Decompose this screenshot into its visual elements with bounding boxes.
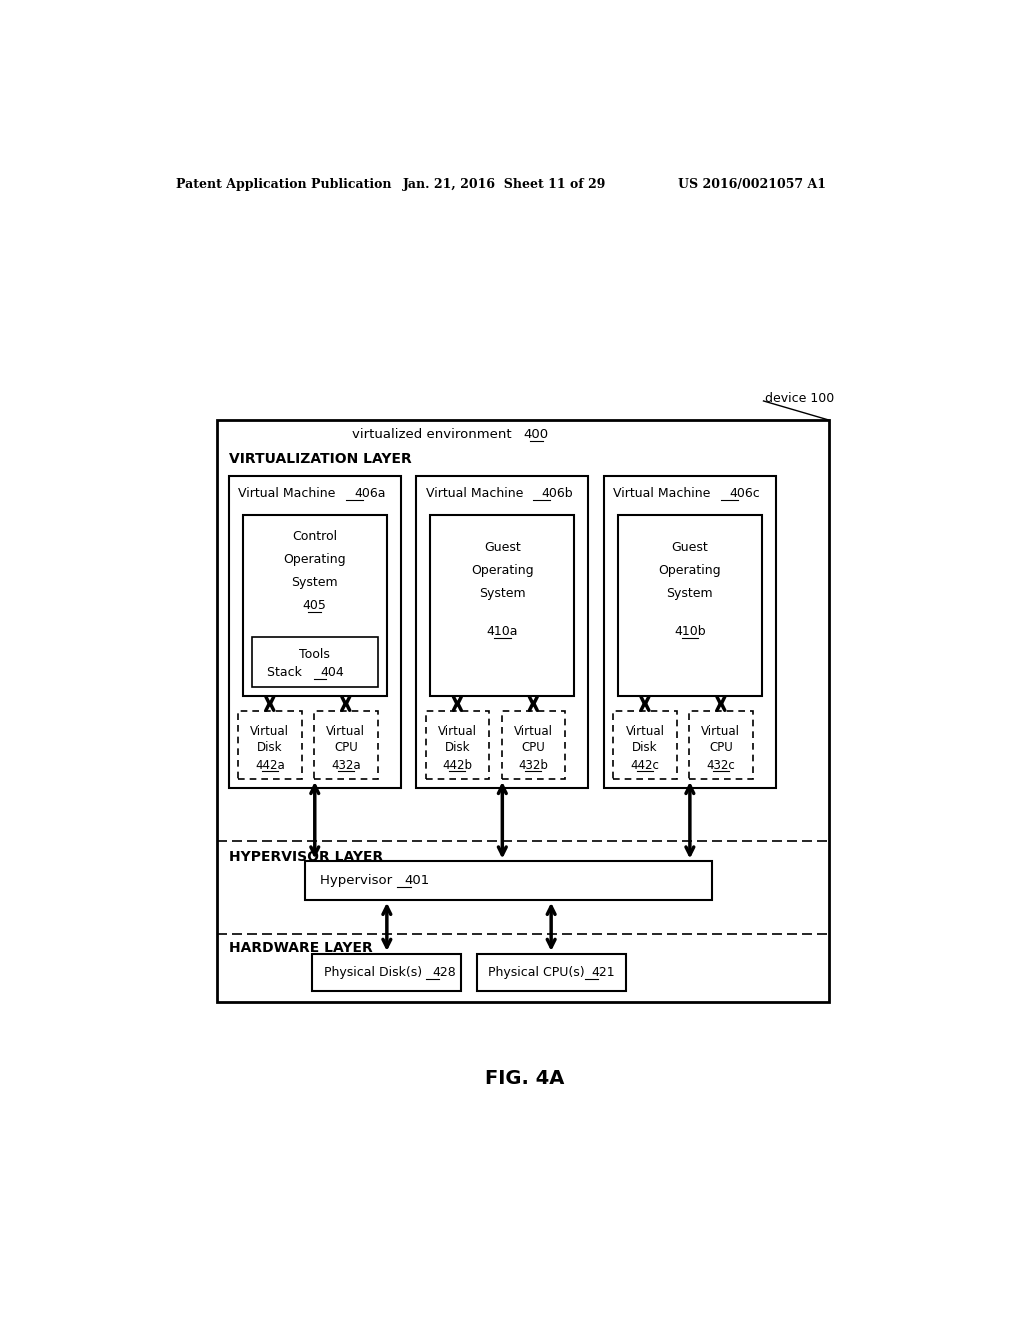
Text: Virtual Machine: Virtual Machine (426, 487, 527, 500)
Bar (252, 638, 378, 686)
Text: 442a: 442a (255, 759, 285, 772)
Text: System: System (667, 587, 713, 601)
Bar (613, 711, 677, 779)
Text: Virtual: Virtual (438, 725, 477, 738)
Bar (312, 954, 461, 991)
Text: 410a: 410a (486, 626, 518, 639)
Text: Patent Application Publication: Patent Application Publication (176, 178, 391, 190)
Bar (305, 862, 712, 900)
Text: HYPERVISOR LAYER: HYPERVISOR LAYER (228, 850, 383, 863)
Text: 406a: 406a (354, 487, 386, 500)
Bar (617, 515, 762, 696)
Bar (228, 477, 400, 788)
Text: Disk: Disk (632, 741, 657, 754)
Text: 405: 405 (303, 599, 327, 612)
Text: Stack: Stack (266, 667, 305, 680)
Text: Virtual: Virtual (327, 725, 366, 738)
Text: Virtual: Virtual (250, 725, 290, 738)
Text: System: System (292, 576, 338, 589)
Text: 406c: 406c (729, 487, 760, 500)
Text: Physical Disk(s): Physical Disk(s) (324, 966, 426, 979)
Text: Tools: Tools (299, 648, 330, 661)
Text: Physical CPU(s): Physical CPU(s) (488, 966, 589, 979)
Text: Virtual: Virtual (701, 725, 740, 738)
Text: 401: 401 (403, 874, 429, 887)
Text: Guest: Guest (484, 541, 520, 554)
Text: Operating: Operating (471, 564, 534, 577)
Text: Disk: Disk (257, 741, 283, 754)
Text: 442b: 442b (442, 759, 472, 772)
Text: HARDWARE LAYER: HARDWARE LAYER (228, 941, 373, 954)
Text: 421: 421 (592, 966, 615, 979)
Text: 442c: 442c (631, 759, 659, 772)
Text: 410b: 410b (674, 626, 706, 639)
Bar (430, 515, 574, 696)
Text: Guest: Guest (672, 541, 709, 554)
Text: US 2016/0021057 A1: US 2016/0021057 A1 (678, 178, 826, 190)
Text: Disk: Disk (444, 741, 470, 754)
Text: VIRTUALIZATION LAYER: VIRTUALIZATION LAYER (228, 451, 412, 466)
Bar (502, 711, 565, 779)
Text: 406b: 406b (542, 487, 573, 500)
Text: virtualized environment: virtualized environment (351, 428, 515, 441)
Text: Virtual Machine: Virtual Machine (238, 487, 339, 500)
Text: FIG. 4A: FIG. 4A (485, 1069, 564, 1088)
Bar (243, 515, 387, 696)
Bar (314, 711, 378, 779)
Text: CPU: CPU (709, 741, 733, 754)
Text: Virtual Machine: Virtual Machine (613, 487, 715, 500)
Text: 432b: 432b (518, 759, 548, 772)
Bar (217, 420, 829, 1002)
Text: CPU: CPU (521, 741, 545, 754)
Text: Virtual: Virtual (626, 725, 665, 738)
Text: 404: 404 (321, 667, 344, 680)
Text: device 100: device 100 (765, 392, 835, 405)
Bar (604, 477, 776, 788)
Bar (426, 711, 489, 779)
Text: 432c: 432c (707, 759, 735, 772)
Text: CPU: CPU (334, 741, 357, 754)
Bar (417, 477, 589, 788)
Text: System: System (479, 587, 525, 601)
Text: Operating: Operating (658, 564, 721, 577)
Bar (477, 954, 626, 991)
Bar (238, 711, 302, 779)
Text: Virtual: Virtual (514, 725, 553, 738)
Text: Hypervisor: Hypervisor (321, 874, 396, 887)
Text: Operating: Operating (284, 553, 346, 566)
Text: Jan. 21, 2016  Sheet 11 of 29: Jan. 21, 2016 Sheet 11 of 29 (403, 178, 606, 190)
Text: 400: 400 (524, 428, 549, 441)
Text: Control: Control (292, 529, 337, 543)
Text: 428: 428 (432, 966, 457, 979)
Text: 432a: 432a (331, 759, 360, 772)
Bar (689, 711, 753, 779)
